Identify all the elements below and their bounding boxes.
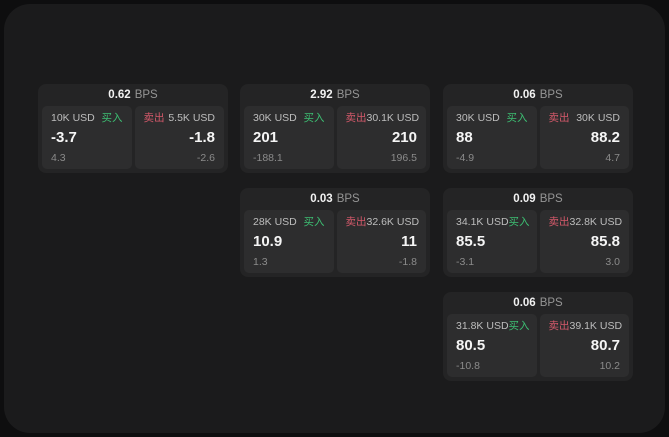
buy-label: 买入 bbox=[508, 320, 530, 332]
buy-delta: 1.3 bbox=[253, 256, 268, 268]
sell-delta: 196.5 bbox=[390, 152, 417, 164]
sell-amount: 32.6K USD bbox=[366, 216, 420, 228]
buy-amount: 28K USD bbox=[253, 216, 297, 228]
spread-value: 0.03 bbox=[310, 193, 333, 205]
buy-delta: -188.1 bbox=[253, 152, 283, 164]
sell-delta: 3.0 bbox=[605, 256, 620, 268]
spread-value: 0.62 bbox=[108, 89, 131, 101]
buy-amount: 31.8K USD bbox=[456, 320, 509, 332]
spread-value: 0.06 bbox=[513, 89, 536, 101]
sell-amount: 30.1K USD bbox=[366, 112, 420, 124]
spread-value: 0.06 bbox=[513, 297, 536, 309]
buy-price: -3.7 bbox=[51, 129, 77, 146]
spread-unit: BPS bbox=[134, 89, 158, 101]
spread-header: 0.09 BPS bbox=[447, 188, 629, 210]
buy-label: 买入 bbox=[508, 216, 530, 228]
buy-amount: 10K USD bbox=[51, 112, 95, 124]
sell-delta: 10.2 bbox=[599, 360, 620, 372]
sell-price: 88.2 bbox=[590, 129, 620, 146]
buy-amount: 30K USD bbox=[456, 112, 500, 124]
sell-delta: -1.8 bbox=[398, 256, 417, 268]
spread-value: 0.09 bbox=[513, 193, 536, 205]
quote-card: 0.03 BPS 28K USD 买入 10.9 1.3 卖出 32.6K US… bbox=[240, 188, 430, 277]
sell-label: 卖出 bbox=[548, 216, 570, 228]
buy-price: 85.5 bbox=[456, 233, 486, 250]
sell-tile[interactable]: 卖出 32.6K USD 11 -1.8 bbox=[336, 210, 426, 273]
sell-tile[interactable]: 卖出 32.8K USD 85.8 3.0 bbox=[539, 210, 629, 273]
buy-tile[interactable]: 30K USD 买入 88 -4.9 bbox=[447, 106, 537, 169]
spread-header: 0.06 BPS bbox=[447, 84, 629, 106]
quotes-panel: 0.62 BPS 10K USD 买入 -3.7 4.3 卖出 5.5K USD… bbox=[4, 4, 665, 433]
spread-unit: BPS bbox=[336, 193, 360, 205]
buy-label: 买入 bbox=[101, 112, 123, 124]
sell-amount: 30K USD bbox=[576, 112, 620, 124]
quote-card: 0.09 BPS 34.1K USD 买入 85.5 -3.1 卖出 32.8K… bbox=[443, 188, 633, 277]
buy-price: 80.5 bbox=[456, 337, 486, 354]
buy-amount: 34.1K USD bbox=[456, 216, 509, 228]
sell-delta: -2.6 bbox=[196, 152, 215, 164]
buy-label: 买入 bbox=[303, 112, 325, 124]
buy-tile[interactable]: 31.8K USD 买入 80.5 -10.8 bbox=[447, 314, 537, 377]
buy-tile[interactable]: 30K USD 买入 201 -188.1 bbox=[244, 106, 334, 169]
buy-delta: -10.8 bbox=[456, 360, 480, 372]
sell-price: 85.8 bbox=[590, 233, 620, 250]
buy-delta: 4.3 bbox=[51, 152, 66, 164]
sell-price: 210 bbox=[391, 129, 417, 146]
quote-card: 0.06 BPS 30K USD 买入 88 -4.9 卖出 30K USD 8… bbox=[443, 84, 633, 173]
buy-tile[interactable]: 10K USD 买入 -3.7 4.3 bbox=[42, 106, 132, 169]
spread-unit: BPS bbox=[539, 297, 563, 309]
spread-header: 0.06 BPS bbox=[447, 292, 629, 314]
spread-value: 2.92 bbox=[310, 89, 333, 101]
spread-header: 2.92 BPS bbox=[244, 84, 426, 106]
sell-label: 卖出 bbox=[143, 112, 165, 124]
sell-price: 80.7 bbox=[590, 337, 620, 354]
spread-header: 0.03 BPS bbox=[244, 188, 426, 210]
spread-unit: BPS bbox=[539, 89, 563, 101]
buy-label: 买入 bbox=[506, 112, 528, 124]
sell-tile[interactable]: 卖出 5.5K USD -1.8 -2.6 bbox=[134, 106, 224, 169]
spread-header: 0.62 BPS bbox=[42, 84, 224, 106]
sell-price: -1.8 bbox=[189, 129, 215, 146]
sell-price: 11 bbox=[401, 233, 417, 250]
buy-label: 买入 bbox=[303, 216, 325, 228]
sell-label: 卖出 bbox=[548, 320, 570, 332]
sell-amount: 32.8K USD bbox=[569, 216, 623, 228]
buy-amount: 30K USD bbox=[253, 112, 297, 124]
sell-amount: 5.5K USD bbox=[168, 112, 215, 124]
sell-tile[interactable]: 卖出 39.1K USD 80.7 10.2 bbox=[539, 314, 629, 377]
quote-card: 0.06 BPS 31.8K USD 买入 80.5 -10.8 卖出 39.1… bbox=[443, 292, 633, 381]
buy-delta: -3.1 bbox=[456, 256, 475, 268]
sell-label: 卖出 bbox=[548, 112, 570, 124]
buy-delta: -4.9 bbox=[456, 152, 475, 164]
buy-tile[interactable]: 34.1K USD 买入 85.5 -3.1 bbox=[447, 210, 537, 273]
buy-price: 10.9 bbox=[253, 233, 283, 250]
quote-card: 0.62 BPS 10K USD 买入 -3.7 4.3 卖出 5.5K USD… bbox=[38, 84, 228, 173]
sell-tile[interactable]: 卖出 30K USD 88.2 4.7 bbox=[539, 106, 629, 169]
sell-label: 卖出 bbox=[345, 216, 367, 228]
sell-amount: 39.1K USD bbox=[569, 320, 623, 332]
buy-price: 201 bbox=[253, 129, 279, 146]
spread-unit: BPS bbox=[539, 193, 563, 205]
quote-card: 2.92 BPS 30K USD 买入 201 -188.1 卖出 30.1K … bbox=[240, 84, 430, 173]
buy-price: 88 bbox=[456, 129, 473, 146]
sell-label: 卖出 bbox=[345, 112, 367, 124]
sell-delta: 4.7 bbox=[605, 152, 620, 164]
spread-unit: BPS bbox=[336, 89, 360, 101]
sell-tile[interactable]: 卖出 30.1K USD 210 196.5 bbox=[336, 106, 426, 169]
buy-tile[interactable]: 28K USD 买入 10.9 1.3 bbox=[244, 210, 334, 273]
